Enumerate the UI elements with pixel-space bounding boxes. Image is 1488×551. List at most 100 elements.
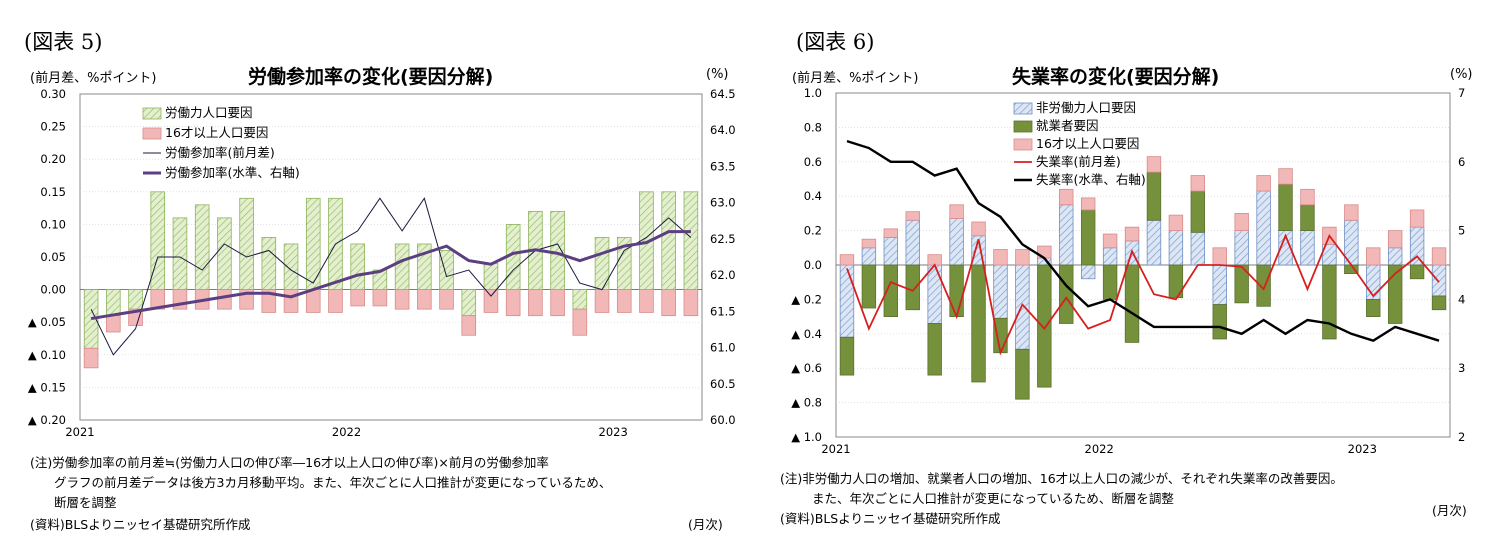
bar <box>1387 247 1403 266</box>
bar <box>949 264 964 317</box>
bar <box>1234 230 1249 266</box>
legend-label: 就業者要因 <box>1036 118 1099 133</box>
y-tick-label-right: 2 <box>1458 430 1465 444</box>
bar <box>861 247 877 266</box>
bar <box>483 289 499 313</box>
bar <box>217 217 232 291</box>
bar <box>550 289 565 317</box>
bar <box>217 289 232 310</box>
bar <box>927 264 942 324</box>
bar <box>839 336 855 376</box>
x-tick-label: 2023 <box>1348 442 1377 456</box>
bar <box>305 289 321 313</box>
y-tick-label-right: 63.5 <box>710 159 736 173</box>
bar <box>1212 304 1227 340</box>
bar <box>1256 175 1271 192</box>
bar <box>461 289 477 317</box>
bar <box>1146 171 1162 221</box>
bar <box>439 250 454 290</box>
bar <box>883 228 899 238</box>
y-tick-label-left: 0.8 <box>804 120 822 134</box>
y-tick-label-left: ▲ 0.15 <box>28 380 66 394</box>
bar <box>1146 156 1162 173</box>
bar <box>1234 264 1249 304</box>
bar <box>1102 264 1118 300</box>
bar <box>1080 264 1096 280</box>
legend-label: 16才以上人口要因 <box>1036 136 1139 151</box>
bar <box>1409 264 1425 280</box>
bar <box>639 289 654 313</box>
y-tick-label-right: 3 <box>1458 361 1465 375</box>
y-tick-label-left: 0.10 <box>40 217 66 231</box>
legend-swatch <box>142 127 162 140</box>
chart-title: 失業率の変化(要因分解) <box>1012 66 1220 88</box>
bar <box>661 289 676 317</box>
bar <box>1387 230 1403 249</box>
note-line-2: グラフの前月差データは後方3カ月移動平均。また、年次ごとに人口推計が変更になって… <box>54 475 612 490</box>
bar <box>483 263 499 290</box>
bar <box>1256 264 1271 307</box>
bar <box>1168 230 1184 266</box>
bar <box>1366 247 1381 266</box>
bar <box>927 323 942 376</box>
y-tick-label-right: 62.5 <box>710 232 736 246</box>
x-tick-label: 2021 <box>821 442 850 456</box>
bar <box>861 264 877 309</box>
bar <box>683 289 699 317</box>
bar <box>461 315 477 336</box>
y-tick-label-left: 0.0 <box>804 258 822 272</box>
y-tick-label-left: ▲ 0.6 <box>791 361 822 375</box>
x-tick-label: 2023 <box>599 425 628 439</box>
bar <box>572 289 588 310</box>
y-tick-label-right: 6 <box>1458 155 1465 169</box>
bar <box>661 191 676 291</box>
bar <box>505 289 521 317</box>
bar <box>1059 188 1074 206</box>
bar <box>261 289 277 313</box>
y-tick-label-left: 0.20 <box>40 152 66 166</box>
bar <box>839 264 855 338</box>
y-tick-label-left: ▲ 0.2 <box>791 292 822 306</box>
right-axis-unit: (%) <box>1450 67 1473 82</box>
series-line <box>90 230 691 321</box>
x-tick-label: 2021 <box>65 425 94 439</box>
bar <box>993 249 1008 266</box>
note-line-1: (注)非労働力人口の増加、就業者人口の増加、16才以上人口の減少が、それぞれ失業… <box>780 471 1343 486</box>
legend-label: 労働参加率(前月差) <box>165 145 275 160</box>
legend-label: 失業率(前月差) <box>1036 154 1121 169</box>
bar <box>1168 264 1184 299</box>
bar <box>1212 264 1227 305</box>
bar <box>1190 190 1206 233</box>
figure-label: (図表 5) <box>24 30 103 54</box>
bar <box>328 289 343 313</box>
bar <box>1431 264 1447 297</box>
y-tick-label-left: 0.6 <box>804 155 822 169</box>
y-tick-label-left: 0.30 <box>40 87 66 101</box>
bar <box>1124 264 1140 343</box>
y-tick-label-left: 0.15 <box>40 185 66 199</box>
bar <box>1431 247 1447 266</box>
chart-title: 労働参加率の変化(要因分解) <box>248 66 494 88</box>
y-tick-label-left: 0.4 <box>804 189 822 203</box>
bar <box>905 211 920 221</box>
y-tick-label-left: ▲ 0.8 <box>791 396 822 410</box>
y-tick-label-right: 4 <box>1458 292 1465 306</box>
bar <box>1059 264 1074 324</box>
bar <box>372 289 388 307</box>
y-tick-label-left: 1.0 <box>804 86 822 100</box>
y-tick-label-left: ▲ 0.10 <box>28 348 66 362</box>
bar <box>1366 264 1381 300</box>
bar <box>1409 209 1425 228</box>
y-tick-label-left: ▲ 0.20 <box>28 413 66 427</box>
bar <box>1212 247 1227 266</box>
source-line: (資料)BLSよりニッセイ基礎研究所作成 <box>780 511 1001 526</box>
bar <box>883 264 899 317</box>
bar <box>1102 233 1118 249</box>
bar <box>1168 214 1184 231</box>
x-unit: (月次) <box>1432 503 1467 518</box>
y-tick-label-right: 63.0 <box>710 196 736 210</box>
bar <box>439 289 454 310</box>
series-line <box>90 197 692 356</box>
bar <box>1256 190 1271 266</box>
bar <box>971 221 986 237</box>
